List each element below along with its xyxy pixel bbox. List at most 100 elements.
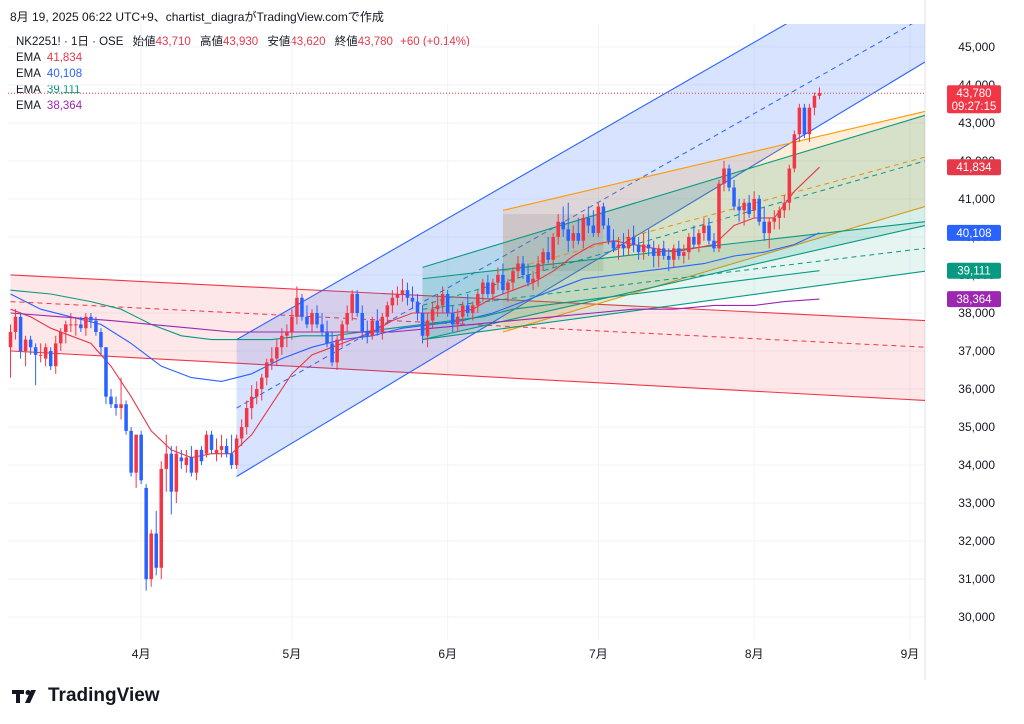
candle-body	[129, 430, 133, 473]
candle-down	[677, 240, 681, 260]
candle-body	[345, 312, 349, 325]
candle-down	[586, 206, 591, 234]
time-tick-label: 4月	[132, 647, 151, 661]
candle-down	[365, 320, 370, 344]
candle-down	[355, 290, 359, 317]
candle-body	[400, 290, 405, 294]
price-badge-bg	[947, 85, 1001, 114]
candle-body	[621, 244, 626, 249]
candle-body	[154, 533, 158, 568]
candle-down	[189, 446, 194, 477]
candle-body	[330, 343, 334, 363]
price-badge-2: 41,834	[947, 159, 1001, 176]
price-tick-label: 30,000	[958, 610, 995, 624]
symbol-label[interactable]: NK2251! · 1日 · OSE	[16, 36, 124, 48]
candle-body	[224, 446, 229, 454]
candle-up	[455, 309, 460, 332]
candle-body	[430, 309, 435, 321]
candle-down	[606, 217, 611, 245]
candle-body	[687, 236, 691, 253]
price-badge-bg	[947, 291, 1001, 308]
green-lower-channel-mid	[422, 247, 925, 310]
candle-body	[491, 282, 495, 294]
time-axis[interactable]: 4月 5月 6月 7月 8月 9月	[132, 647, 919, 661]
candle-body	[249, 396, 254, 409]
candle-body	[641, 244, 646, 253]
candle-down	[89, 312, 93, 329]
candle-up	[159, 461, 164, 580]
legend-ema-2[interactable]: EMA 40,108	[16, 66, 470, 82]
candle-body	[425, 320, 430, 336]
candle-down	[114, 396, 118, 416]
candle-up	[792, 130, 797, 173]
candle-up	[43, 343, 48, 367]
candle-body	[651, 248, 656, 256]
candle-body	[169, 453, 174, 492]
legend-ema-4[interactable]: EMA 38,364	[16, 98, 470, 114]
change-value: +60 (+0.14%)	[400, 36, 470, 48]
candle-down	[521, 255, 525, 279]
candle-down	[305, 305, 309, 329]
candle-body	[259, 377, 264, 390]
candle-body	[606, 225, 611, 241]
candle-down	[410, 286, 415, 310]
price-tick-label: 37,000	[958, 344, 995, 358]
candle-body	[350, 293, 354, 313]
candle-body	[581, 217, 586, 241]
candle-body	[239, 427, 244, 439]
legend-ema-1[interactable]: EMA 41,834	[16, 50, 470, 66]
tradingview-logo[interactable]: TradingView	[12, 685, 160, 707]
candle-up	[290, 309, 294, 340]
candle-body	[375, 320, 380, 332]
candle-down	[621, 233, 626, 256]
candle-up	[345, 305, 349, 332]
candle-up	[149, 529, 153, 587]
candle-down	[199, 446, 204, 466]
grid	[8, 0, 926, 680]
candle-up	[134, 434, 138, 488]
candle-up	[506, 278, 510, 302]
candle-down	[611, 229, 616, 253]
price-badge-bg	[947, 262, 1001, 279]
candle-body	[254, 389, 259, 397]
candle-up	[425, 312, 430, 348]
candle-up	[481, 278, 485, 302]
green-lower-channel-lower	[422, 270, 925, 341]
candle-up	[395, 286, 400, 306]
legend-ohlc-row: NK2251! · 1日 · OSE 始値43,710 高値43,930 安値4…	[16, 34, 470, 50]
candle-down	[79, 316, 83, 332]
candle-body	[305, 316, 309, 325]
high-value: 43,930	[222, 36, 259, 48]
candle-down	[591, 210, 596, 237]
candle-down	[420, 305, 425, 344]
candle-body	[697, 233, 701, 245]
candle-body	[737, 206, 741, 211]
candle-body	[104, 347, 108, 397]
candle-body	[611, 240, 616, 249]
candle-up	[38, 343, 43, 363]
candle-body	[445, 293, 450, 313]
chart-created-caption: 8月 19, 2025 06:22 UTC+9、chartist_diagraが…	[10, 10, 384, 24]
candle-down	[566, 202, 571, 253]
candle-up	[8, 324, 13, 378]
orange-channel-upper	[502, 110, 925, 211]
candle-down	[224, 438, 229, 458]
candle-body	[360, 312, 364, 332]
candle-body	[415, 301, 420, 313]
candle-up	[812, 92, 817, 116]
candle-body	[566, 229, 571, 241]
candle-down	[631, 225, 636, 253]
candle-body	[23, 339, 28, 352]
ema-label: EMA	[16, 100, 41, 112]
candle-body	[290, 316, 294, 332]
candle-up	[174, 446, 179, 504]
candle-body	[727, 168, 731, 188]
candle-up	[435, 293, 440, 317]
price-axis[interactable]: 30,000 31,000 32,000 33,000 34,000 35,000 36,0…	[958, 40, 995, 624]
legend-ema-3[interactable]: EMA 39,111	[16, 82, 470, 98]
candle-down	[375, 309, 380, 336]
ema-line-4	[10, 298, 820, 333]
candle-up	[430, 301, 435, 329]
